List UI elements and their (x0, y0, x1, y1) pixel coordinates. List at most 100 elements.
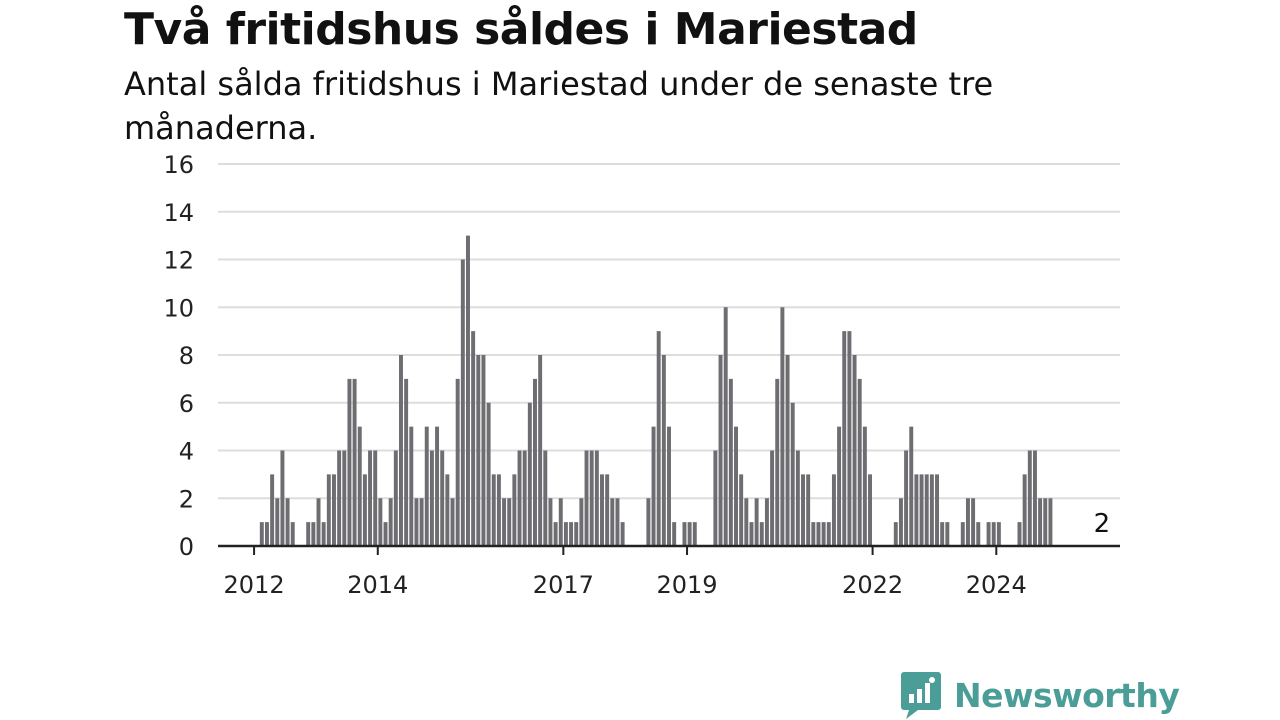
bar (445, 474, 450, 546)
bar (502, 498, 507, 546)
bar (342, 450, 347, 546)
bar (460, 259, 465, 546)
bar (811, 522, 816, 546)
y-tick-label: 8 (179, 342, 194, 370)
bar (620, 522, 625, 546)
bar (909, 426, 914, 546)
bar (352, 378, 357, 546)
bar (538, 355, 543, 546)
bar (656, 331, 661, 546)
bar (1038, 498, 1043, 546)
bars (259, 235, 1053, 546)
bar (527, 402, 532, 546)
bar (929, 474, 934, 546)
bar (785, 355, 790, 546)
bar (280, 450, 285, 546)
bar (919, 474, 924, 546)
bar (831, 474, 836, 546)
brand-name: Newsworthy (954, 675, 1180, 715)
x-tick-label: 2017 (533, 571, 594, 599)
bar (574, 522, 579, 546)
bar (795, 450, 800, 546)
bar (393, 450, 398, 546)
bar (600, 474, 604, 546)
annotations: 2 (1094, 509, 1111, 539)
bar (945, 522, 950, 546)
bar (1017, 522, 1022, 546)
x-axis-labels: 2012 2014 2017 2019 2022 2024 (224, 571, 1027, 599)
bar (898, 498, 903, 546)
bar (1022, 474, 1027, 546)
y-tick-label: 6 (179, 390, 194, 418)
bar (326, 474, 331, 546)
bar (383, 522, 388, 546)
bar (935, 474, 939, 546)
bar (837, 426, 842, 546)
bar (687, 522, 692, 546)
bar (321, 522, 326, 546)
bar (764, 498, 769, 546)
bar-chart: 0 2 4 6 8 10 12 14 16 2012 2014 2017 2019 2022 2024 2 (163, 151, 1120, 599)
bar (862, 426, 867, 546)
bar (996, 522, 1001, 546)
bar (728, 378, 733, 546)
bar (486, 402, 491, 546)
bar (960, 522, 965, 546)
y-axis-labels: 0 2 4 6 8 10 12 14 16 (163, 151, 194, 561)
y-tick-label: 12 (163, 247, 194, 275)
bar (610, 498, 615, 546)
bar (826, 522, 831, 546)
bar (615, 498, 620, 546)
bar (893, 522, 898, 546)
bar (337, 450, 342, 546)
bar (491, 474, 496, 546)
bar (672, 522, 677, 546)
bar (986, 522, 991, 546)
highlight-value-label: 2 (1094, 509, 1111, 539)
x-tick-label: 2012 (224, 571, 285, 599)
bar (419, 498, 424, 546)
bar (399, 355, 403, 546)
bar (522, 450, 527, 546)
bar (661, 355, 666, 546)
x-axis (218, 544, 1120, 555)
bar (378, 498, 383, 546)
newsworthy-logo-icon (901, 672, 941, 719)
bar (455, 378, 460, 546)
bar (414, 498, 419, 546)
bar (914, 474, 919, 546)
bar (316, 498, 321, 546)
newsworthy-logo: Newsworthy (900, 670, 1180, 720)
bar (388, 498, 393, 546)
bar (734, 426, 738, 546)
bar (971, 498, 976, 546)
bar (749, 522, 754, 546)
bar (940, 522, 945, 546)
y-tick-label: 10 (163, 294, 194, 322)
bar (770, 450, 775, 546)
x-tick-label: 2024 (966, 571, 1027, 599)
bar (852, 355, 857, 546)
bar (682, 522, 687, 546)
bar (806, 474, 811, 546)
bar (1048, 498, 1053, 546)
bar (739, 474, 744, 546)
bar (718, 355, 723, 546)
bar (713, 450, 718, 546)
bar (347, 378, 352, 546)
y-tick-label: 14 (163, 199, 194, 227)
bar (842, 331, 847, 546)
bar (496, 474, 501, 546)
bar (904, 450, 909, 546)
bar (821, 522, 826, 546)
bar (744, 498, 749, 546)
bar (362, 474, 367, 546)
bar (290, 522, 295, 546)
bar (816, 522, 821, 546)
bar (605, 474, 610, 546)
bar (976, 522, 981, 546)
bar (780, 307, 785, 546)
bar (1027, 450, 1032, 546)
bar (589, 450, 594, 546)
bar (579, 498, 584, 546)
